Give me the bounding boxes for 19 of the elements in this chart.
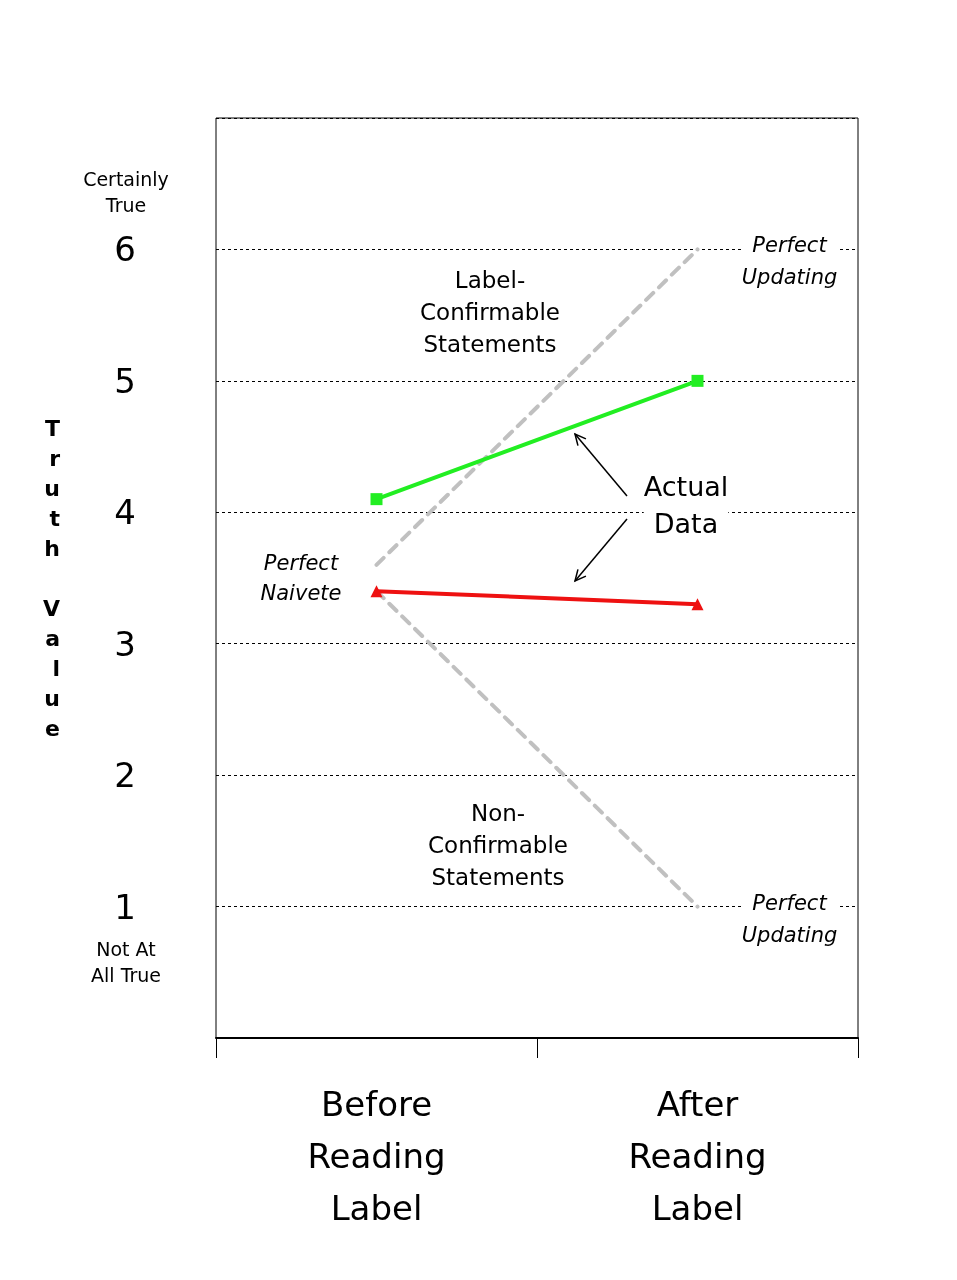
annotation: Perfect Naivete bbox=[260, 551, 342, 605]
annotation: Non-Confirmable Statements bbox=[428, 799, 568, 891]
y-tick-label: 4 bbox=[114, 492, 136, 533]
y-tick-label: 3 bbox=[114, 623, 136, 664]
y-tick-label: 2 bbox=[114, 755, 136, 796]
text: Certainly True bbox=[83, 167, 169, 217]
y-tick-label: 1 bbox=[114, 886, 136, 927]
annotation: Label-Confirmable Statements bbox=[420, 266, 560, 358]
annotation: Perfect Updating bbox=[741, 233, 838, 290]
y-tick-label: 5 bbox=[114, 360, 136, 401]
y-tick-label: 6 bbox=[114, 229, 136, 270]
annotation: Perfect Updating bbox=[741, 890, 838, 947]
x-tick-label: Before Reading Label bbox=[307, 1084, 446, 1228]
point bbox=[370, 493, 383, 506]
text: Truth Value bbox=[42, 415, 60, 741]
annotation: Actual Data bbox=[643, 470, 729, 540]
text: Not At All True bbox=[91, 937, 161, 987]
point bbox=[691, 374, 704, 387]
x-tick-label: After Reading Label bbox=[628, 1084, 767, 1228]
